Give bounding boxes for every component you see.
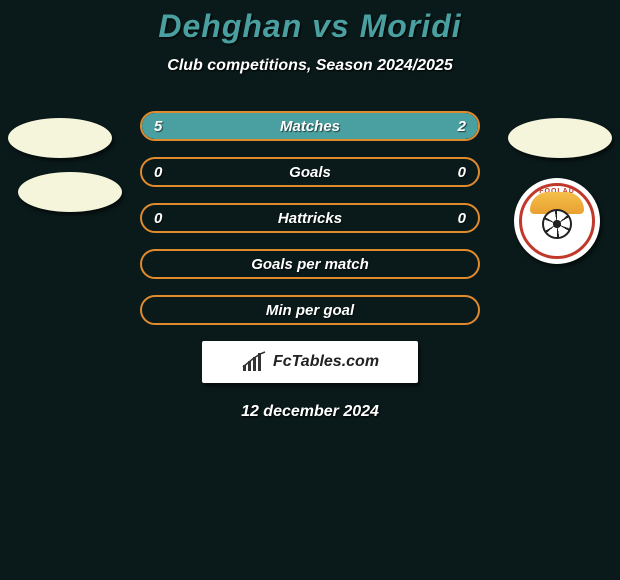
player-left-avatar-2	[18, 172, 122, 212]
stat-label: Goals	[182, 164, 438, 181]
footer-brand-card: FcTables.com	[202, 341, 418, 383]
stat-row: 0Hattricks0	[140, 203, 480, 233]
stat-value-right: 0	[438, 210, 478, 227]
stat-label: Goals per match	[142, 256, 478, 273]
stat-value-left: 0	[142, 210, 182, 227]
snapshot-date: 12 december 2024	[0, 403, 620, 421]
stat-row: Goals per match	[140, 249, 480, 279]
stat-value-left: 5	[142, 118, 182, 135]
stat-value-right: 2	[438, 118, 478, 135]
chart-icon	[241, 351, 267, 373]
player-right-avatar-1	[508, 118, 612, 158]
badge-ball-icon	[542, 209, 572, 239]
stat-label: Matches	[182, 118, 438, 135]
stat-row: 0Goals0	[140, 157, 480, 187]
comparison-subtitle: Club competitions, Season 2024/2025	[0, 57, 620, 75]
player-left-avatar-1	[8, 118, 112, 158]
footer-brand-text: FcTables.com	[273, 353, 379, 371]
club-badge: FOOLAD	[514, 178, 600, 264]
stat-value-right: 0	[438, 164, 478, 181]
stat-row: 5Matches2	[140, 111, 480, 141]
stat-value-left: 0	[142, 164, 182, 181]
stat-row: Min per goal	[140, 295, 480, 325]
stat-label: Min per goal	[142, 302, 478, 319]
comparison-title: Dehghan vs Moridi	[0, 0, 620, 45]
stat-label: Hattricks	[182, 210, 438, 227]
